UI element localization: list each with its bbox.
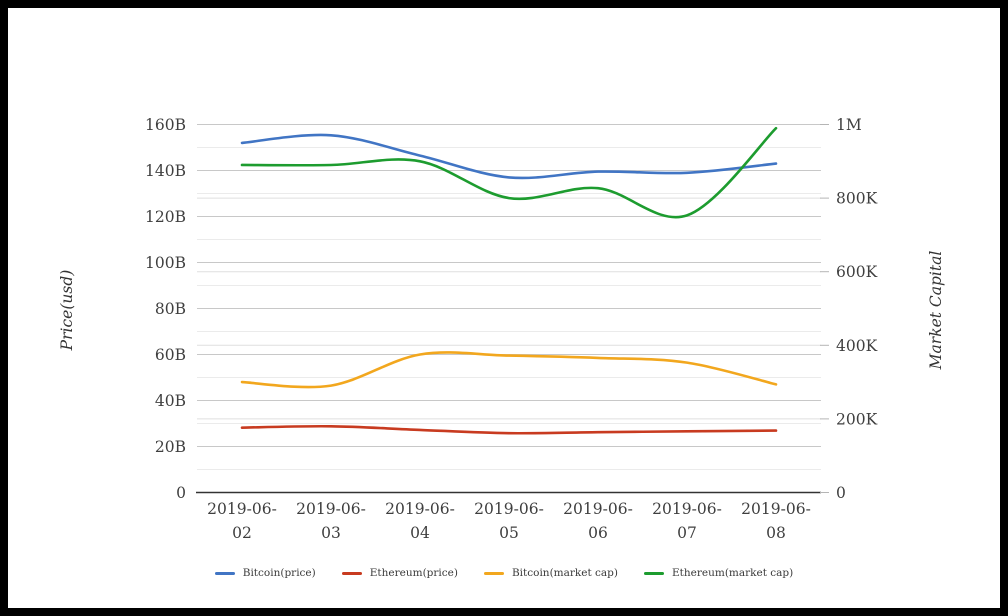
legend-label-ethereum-price: Ethereum(price) [369,567,458,579]
legend-label-bitcoin-price: Bitcoin(price) [242,567,316,579]
x-axis-tick-label: 2019-06- 03 [296,500,366,542]
right-axis-tick-label: 1M [836,116,862,134]
series-line-ethereum-price [240,424,778,435]
x-tick-line1: 2019-06- [563,500,633,518]
x-axis-tick-label: 2019-06- 07 [652,500,722,542]
x-tick-line1: 2019-06- [207,500,277,518]
right-axis-tick-label: 0 [836,484,846,502]
major-gridlines [197,124,821,447]
right-axis-tick-labels: 0 200K 400K 600K 800K 1M [836,116,878,502]
right-axis-title: Market Capital [927,251,945,371]
x-tick-line1: 2019-06- [652,500,722,518]
x-tick-line1: 2019-06- [741,500,811,518]
x-axis-tick-label: 2019-06- 02 [207,500,277,542]
x-tick-line2: 03 [321,524,341,542]
axis-lines [196,124,829,494]
x-tick-line1: 2019-06- [385,500,455,518]
x-axis-tick-label: 2019-06- 06 [563,500,633,542]
legend-label-ethereum-market-cap: Ethereum(market cap) [672,567,794,579]
x-axis-tick-label: 2019-06- 08 [741,500,811,542]
left-axis-tick-label: 160B [145,116,186,134]
right-axis-tick-label: 600K [836,263,878,281]
series-line-bitcoin-market-cap [240,351,778,389]
left-axis-tick-label: 100B [145,254,186,272]
left-axis-tick-label: 120B [145,208,186,226]
data-series-lines [240,126,778,435]
legend-label-bitcoin-market-cap: Bitcoin(market cap) [511,567,618,579]
right-axis-tick-label: 400K [836,337,878,355]
x-tick-line2: 08 [766,524,786,542]
x-tick-line2: 07 [677,524,697,542]
left-axis-tick-label: 80B [155,300,186,318]
left-axis-tick-label: 0 [176,484,186,502]
legend-swatch-bitcoin-price [214,571,235,575]
x-axis-tick-label: 2019-06- 04 [385,500,455,542]
series-line-bitcoin-price [240,133,778,180]
left-axis-tick-label: 20B [155,438,186,456]
chart-legend: Bitcoin(price) Ethereum(price) Bitcoin(mar… [0,563,1008,583]
legend-item-bitcoin-market-cap[interactable]: Bitcoin(market cap) [483,567,618,579]
left-axis-tick-labels: 0 20B 40B 60B 80B 100B 120B 140B 160B [145,116,186,502]
left-axis-tick-label: 140B [145,162,186,180]
legend-item-ethereum-market-cap[interactable]: Ethereum(market cap) [644,567,793,579]
x-tick-line2: 05 [499,524,519,542]
legend-item-ethereum-price[interactable]: Ethereum(price) [341,567,458,579]
x-tick-line2: 02 [232,524,252,542]
x-axis-tick-labels: 2019-06- 02 2019-06- 03 2019-06- 04 2019-06- 05… [207,500,811,542]
x-tick-line1: 2019-06- [296,500,366,518]
right-axis-tick-label: 800K [836,190,878,208]
right-axis-tick-label: 200K [836,410,878,428]
x-tick-line1: 2019-06- [474,500,544,518]
x-tick-line2: 04 [410,524,430,542]
x-axis-tick-label: 2019-06- 05 [474,500,544,542]
left-axis-title: Price(usd) [58,270,76,352]
left-axis-tick-label: 60B [155,346,186,364]
left-axis-tick-label: 40B [155,392,186,410]
legend-item-bitcoin-price[interactable]: Bitcoin(price) [214,567,316,579]
legend-swatch-ethereum-price [341,571,362,575]
legend-swatch-bitcoin-market-cap [483,571,504,575]
x-tick-line2: 06 [588,524,608,542]
legend-swatch-ethereum-market-cap [644,571,664,575]
series-line-ethereum-market-cap [240,126,778,219]
minor-gridlines [197,147,821,470]
